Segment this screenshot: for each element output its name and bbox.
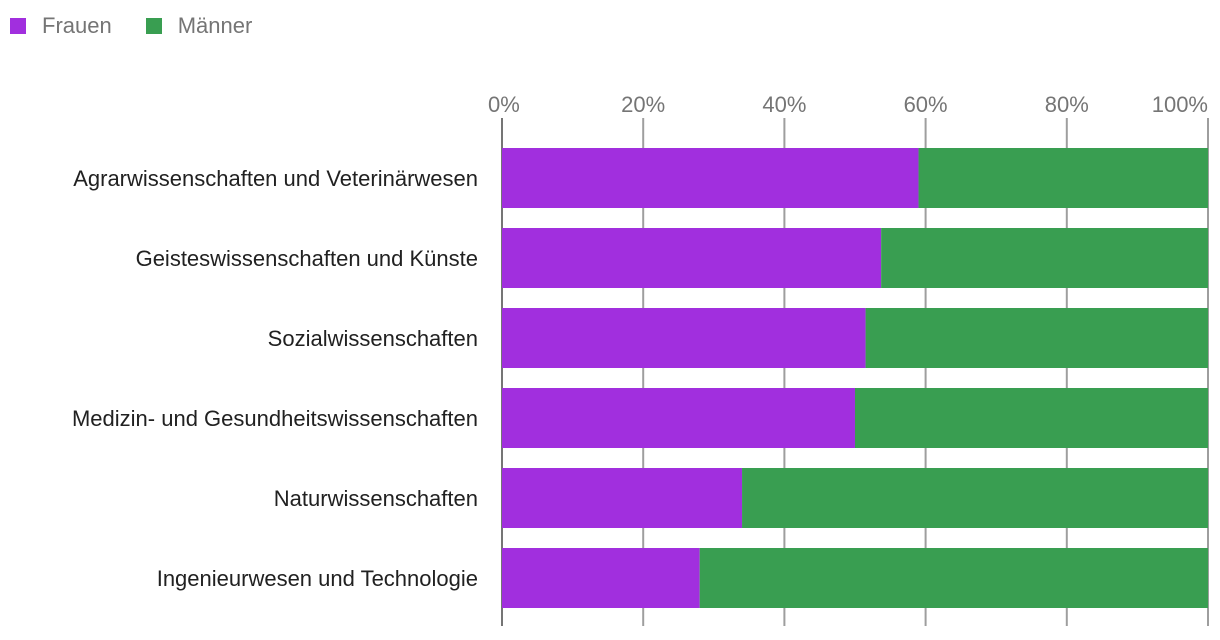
legend-swatch-maenner [145,18,162,34]
bar-maenner [865,308,1208,368]
category-label: Agrarwissenschaften und Veterinärwesen [73,166,478,191]
x-tick-label: 0% [488,92,520,117]
legend-label-frauen: Frauen [42,13,112,38]
x-tick-label: 60% [904,92,948,117]
bar-maenner [742,468,1208,528]
category-label: Naturwissenschaften [274,486,478,511]
legend-item-maenner[interactable]: Männer [145,13,253,39]
category-labels: Agrarwissenschaften und Veterinärwesen Ge… [72,166,478,591]
bar-frauen [502,388,855,448]
category-label: Medizin- und Gesundheitswissenschaften [72,406,478,431]
bar-frauen [502,308,866,368]
bars [502,148,1208,608]
category-label: Geisteswissenschaften und Künste [136,246,478,271]
x-tick-label: 80% [1045,92,1089,117]
x-tick-label: 100% [1152,92,1208,117]
bar-frauen [502,148,919,208]
x-tick-label: 40% [762,92,806,117]
bar-frauen [502,228,882,288]
x-axis-ticks: 0% 20% 40% 60% 80% 100% [488,92,1208,117]
legend-label-maenner: Männer [177,13,253,38]
category-label: Sozialwissenschaften [268,326,478,351]
legend-item-frauen[interactable]: Frauen [10,13,112,39]
category-label: Ingenieurwesen und Technologie [157,566,478,591]
legend: Frauen Männer [10,12,252,40]
legend-swatch-frauen [10,18,26,34]
bar-frauen [502,548,700,608]
bar-maenner [699,548,1208,608]
bar-maenner [881,228,1208,288]
x-tick-label: 20% [621,92,665,117]
bar-maenner [855,388,1208,448]
bar-frauen [502,468,743,528]
bar-maenner [918,148,1208,208]
